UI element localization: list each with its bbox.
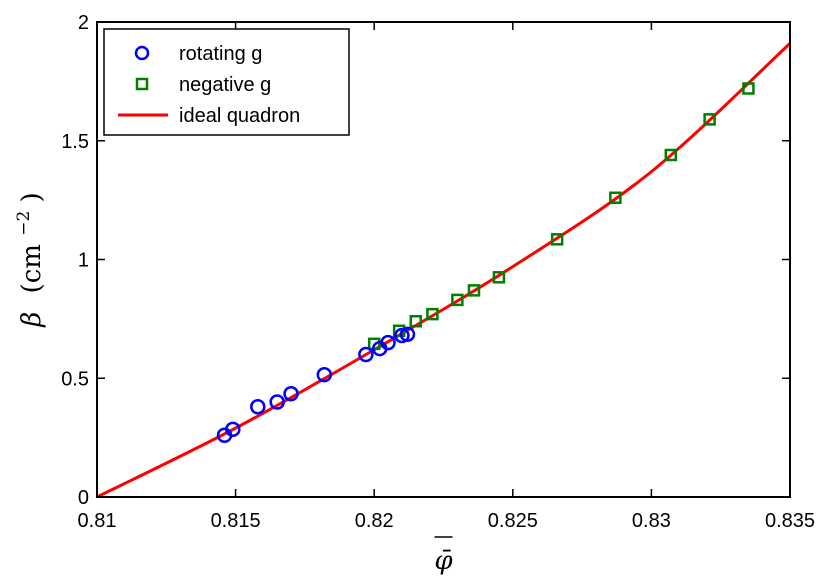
- negative-g-point: [742, 82, 755, 95]
- rotating-g-point: [399, 326, 416, 343]
- y-tick-label: 1: [78, 250, 89, 272]
- y-axis-label-close: ): [17, 192, 47, 202]
- negative-g-point: [664, 148, 678, 162]
- y-tick-label: 2: [78, 12, 89, 34]
- legend-label-rotating-g: rotating g: [179, 43, 262, 65]
- rotating-g-point: [250, 399, 266, 415]
- rotating-g-point: [283, 385, 299, 402]
- negative-g-point: [467, 284, 481, 297]
- negative-g-point: [451, 293, 464, 307]
- y-tick-label: 1.5: [61, 131, 89, 153]
- y-axis-label-exponent: −2: [14, 211, 34, 236]
- legend: rotating g negative g ideal quadron: [103, 28, 350, 136]
- rotating-g-point: [316, 366, 333, 383]
- x-tick-label: 0.825: [488, 510, 538, 532]
- x-axis: 0.81 0.815 0.82 0.825 0.83 0.835: [78, 22, 815, 532]
- legend-label-negative-g: negative g: [179, 74, 271, 96]
- rotating-g-point: [269, 394, 285, 410]
- y-axis-label: β (cm −2 ): [6, 192, 47, 327]
- negative-g-point: [492, 271, 506, 284]
- negative-g-point: [426, 307, 439, 321]
- legend-entry-ideal-quadron: ideal quadron: [118, 105, 300, 127]
- legend-entry-negative-g: negative g: [135, 74, 271, 96]
- negative-g-point: [550, 233, 564, 246]
- legend-marker-rotating-g: [134, 45, 150, 61]
- negative-g-point: [609, 191, 622, 204]
- x-tick-label: 0.82: [355, 510, 394, 532]
- rotating-g-point: [358, 346, 374, 363]
- y-tick-label: 0: [78, 487, 89, 509]
- legend-entry-rotating-g: rotating g: [134, 43, 262, 65]
- y-axis-label-unit: (cm: [17, 244, 47, 293]
- rotating-g-point: [225, 421, 241, 438]
- x-tick-label: 0.815: [211, 510, 261, 532]
- y-axis-label-symbol: β: [17, 312, 47, 328]
- negative-g-point: [392, 324, 406, 337]
- legend-label-ideal-quadron: ideal quadron: [179, 105, 300, 127]
- legend-marker-negative-g: [135, 77, 149, 91]
- negative-g-point: [703, 113, 716, 126]
- y-axis: 0 0.5 1 1.5 2: [61, 12, 790, 509]
- x-axis-label: φ̄: [434, 546, 453, 576]
- y-tick-label: 0.5: [61, 368, 89, 390]
- rotating-g-point: [380, 334, 396, 351]
- x-tick-label: 0.835: [765, 510, 815, 532]
- data-points-layer: [216, 82, 755, 443]
- negative-g-point: [409, 315, 423, 328]
- x-tick-label: 0.81: [78, 510, 117, 532]
- x-tick-label: 0.83: [632, 510, 671, 532]
